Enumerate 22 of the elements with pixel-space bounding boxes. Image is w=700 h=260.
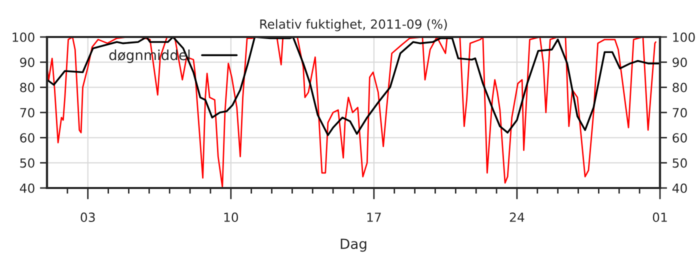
x-axis-title: Dag (340, 238, 366, 252)
y-tick-label: 100 (12, 32, 34, 42)
y2-tick-label: 40 (672, 183, 687, 193)
y2-tick-label: 80 (672, 82, 687, 92)
y-tick-label: 40 (20, 183, 34, 193)
chart-title: Relativ fuktighet, 2011-09 (%) (260, 19, 447, 32)
x-tick-label: 17 (367, 212, 381, 222)
y2-tick-label: 100 (673, 32, 695, 42)
x-tick-label: 10 (224, 212, 238, 222)
y2-tick-label: 90 (672, 58, 687, 68)
y-tick-label: 50 (20, 158, 34, 168)
x-tick-label: 03 (80, 212, 95, 222)
y-tick-label: 80 (20, 82, 34, 92)
x-tick-label: 01 (652, 212, 667, 222)
y-tick-label: 70 (20, 108, 34, 118)
y-tick-label: 60 (20, 133, 34, 143)
line-series (47, 37, 656, 188)
y2-tick-label: 50 (672, 158, 687, 168)
y2-tick-label: 60 (672, 133, 687, 143)
x-tick-label: 24 (510, 212, 524, 222)
y2-tick-label: 70 (672, 108, 687, 118)
y-tick-label: 90 (20, 58, 34, 68)
